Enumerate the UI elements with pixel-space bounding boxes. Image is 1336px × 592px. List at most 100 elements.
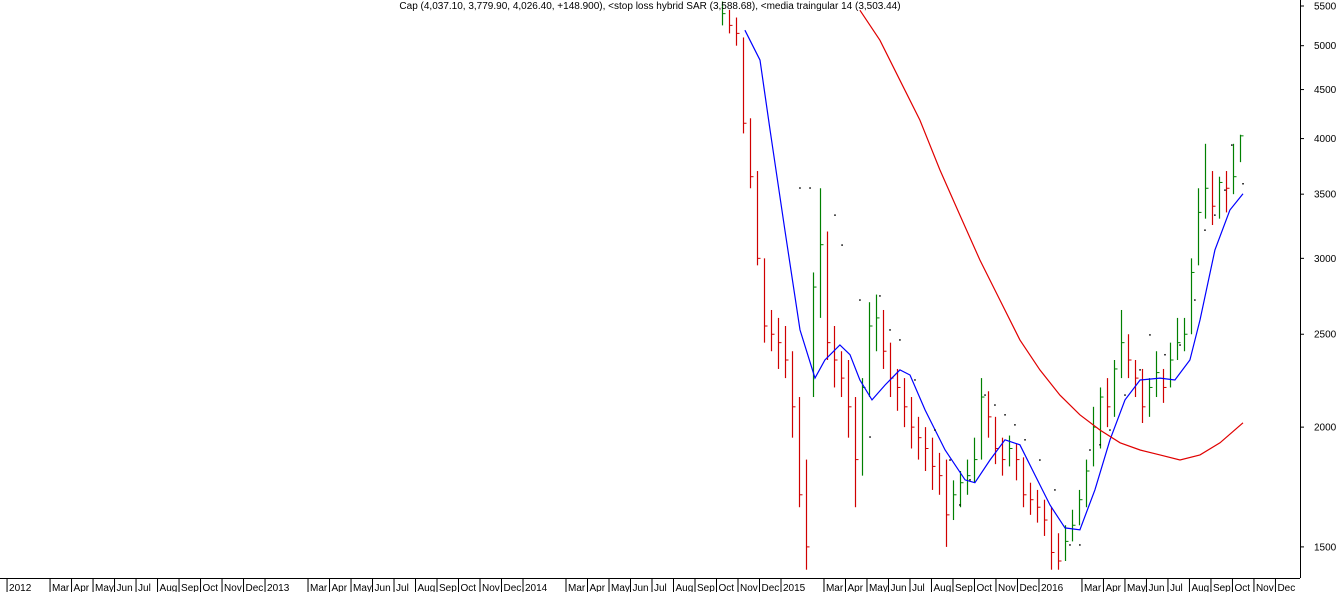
sar-dot [799,187,801,189]
sar-dot [1014,424,1016,426]
x-tick-label: Aug [1191,583,1209,592]
x-tick-label: Nov [482,583,500,592]
y-tick-label: 4000 [1314,134,1336,145]
y-tick-label: 2500 [1314,330,1336,341]
x-tick-label: Sep [955,583,973,592]
x-tick-label: Mar [1084,583,1102,592]
y-tick-label: 4500 [1314,85,1336,96]
x-tick-label: Mar [52,583,70,592]
x-tick-label: Aug [675,583,693,592]
x-tick-label: Jul [396,583,409,592]
x-tick-label: Apr [1105,583,1121,592]
y-tick-label: 3000 [1314,254,1336,265]
sar-dot [1109,429,1111,431]
y-tick-label: 2000 [1314,423,1336,434]
sar-dot [969,479,971,481]
axes: 1500 2000 2500 3000 3500 4000 4500 5000 5500 2012… [6,2,1336,592]
sar-dot [1079,544,1081,546]
x-tick-label: Apr [847,583,863,592]
x-tick-label: 2016 [1041,583,1064,592]
x-tick-label: 2013 [267,583,290,592]
sar-dot [949,459,951,461]
x-tick-label: Dec [761,583,779,592]
sar-dot [1231,144,1233,146]
x-tick-label: May [869,583,888,592]
sar-dot [914,379,916,381]
sar-dot [1242,183,1244,185]
sar-dot [859,299,861,301]
x-tick-label: Oct [461,583,477,592]
x-tick-label: Mar [568,583,586,592]
x-tick-label: Dec [246,583,264,592]
x-tick-label: 2014 [525,583,548,592]
indicator-line [744,29,1244,531]
x-tick-label: Aug [160,583,178,592]
sar-dot [899,339,901,341]
x-tick-label: Jun [632,583,648,592]
sar-dot [841,244,843,246]
sar-dot [1039,459,1041,461]
sar-dot [889,329,891,331]
sar-dot [834,214,836,216]
x-tick-label: May [353,583,372,592]
y-tick-label: 5500 [1314,2,1336,13]
sar-dot [984,394,986,396]
x-tick-label: Dec [1277,583,1295,592]
x-tick-label: Sep [1213,583,1231,592]
sar-dot [1139,369,1141,371]
sar-dot [959,504,961,506]
x-tick-label: Jun [890,583,906,592]
sar-dot [1054,489,1056,491]
sar-dot [1149,334,1151,336]
x-tick-label: Apr [332,583,348,592]
x-tick-label: Jun [1148,583,1164,592]
sar-dot [1179,344,1181,346]
sar-dot [1164,353,1166,356]
x-tick-label: Oct [203,583,219,592]
x-tick-label: Nov [998,583,1016,592]
x-tick-label: Apr [74,583,90,592]
sar-dot [1204,229,1206,231]
x-tick-label: Jul [654,583,667,592]
sar-dot [1004,414,1006,416]
y-tick-label: 5000 [1314,41,1336,52]
x-tick-label: Oct [1234,583,1250,592]
x-tick-label: Apr [590,583,606,592]
sar-dot [1124,394,1126,396]
sar-dot [869,436,871,438]
x-tick-label: 2015 [783,583,806,592]
sar-dot [1224,189,1226,191]
y-tick-label: 1500 [1314,542,1336,553]
x-tick-label: Jun [117,583,133,592]
x-tick-label: Dec [504,583,522,592]
x-tick-label: 2012 [9,583,32,592]
x-tick-label: Oct [976,583,992,592]
x-tick-label: Mar [310,583,328,592]
x-tick-label: Sep [439,583,457,592]
sar-dot [994,404,996,406]
sar-dot [809,187,811,189]
x-tick-label: Jul [138,583,151,592]
sar-dot [1089,449,1091,451]
sar-dot [879,295,881,297]
x-tick-label: Oct [718,583,734,592]
y-tick-label: 3500 [1314,190,1336,201]
chart-title: Cap (4,037.10, 3,779.90, 4,026.40, +148.… [399,1,900,12]
x-tick-label: Mar [826,583,844,592]
x-tick-label: May [95,583,114,592]
indicator-line [859,9,1244,461]
x-tick-label: Aug [933,583,951,592]
sar-dot [1024,439,1026,441]
x-tick-label: Jul [1170,583,1183,592]
x-tick-label: Dec [1019,583,1037,592]
x-tick-label: Nov [224,583,242,592]
sar-dot [1214,214,1216,216]
plot-area [721,1,1244,570]
sar-dot [1099,444,1101,446]
x-tick-label: May [611,583,630,592]
x-tick-label: Aug [418,583,436,592]
x-tick-label: Sep [697,583,715,592]
x-tick-label: Jun [375,583,391,592]
